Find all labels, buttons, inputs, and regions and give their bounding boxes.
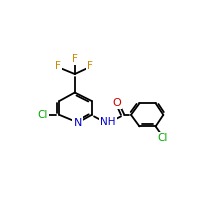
Text: O: O	[112, 98, 121, 108]
Text: F: F	[55, 61, 61, 71]
Text: F: F	[87, 61, 93, 71]
Text: Cl: Cl	[157, 133, 168, 143]
Text: NH: NH	[100, 117, 116, 127]
Text: N: N	[74, 118, 82, 128]
Text: F: F	[72, 54, 78, 64]
Text: Cl: Cl	[37, 110, 48, 120]
